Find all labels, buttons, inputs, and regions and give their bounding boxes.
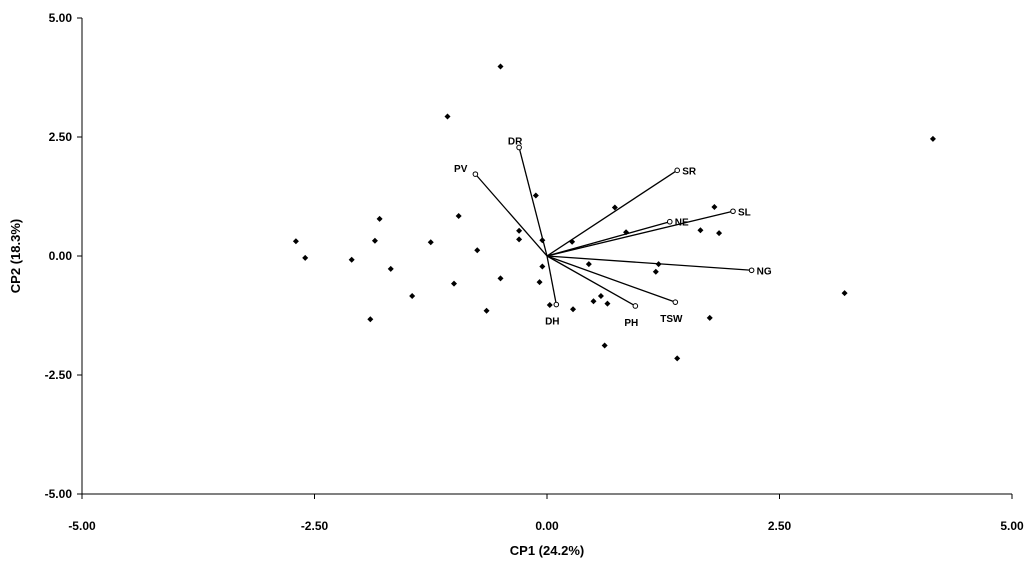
score-point — [652, 268, 659, 275]
x-tick-label: 0.00 — [535, 519, 559, 533]
score-point — [674, 355, 681, 362]
score-point — [536, 279, 543, 286]
vector-label-dh: DH — [545, 317, 559, 328]
vector-endpoint-sl — [730, 208, 736, 215]
vector-line-sl — [546, 210, 734, 257]
plot-area: 5.00 2.50 0.00 -2.50 -5.00 -5.00 -2.50 0.00 2.5… — [45, 11, 1024, 533]
score-point — [604, 300, 611, 307]
vector-line-pv — [474, 173, 548, 257]
vector-line-ng — [546, 255, 752, 271]
score-point — [590, 298, 597, 305]
score-point — [539, 263, 546, 270]
vector-endpoint-dr — [516, 144, 522, 151]
vector-label-pv: PV — [454, 164, 468, 175]
vector-endpoint-ph — [632, 303, 639, 309]
score-point — [929, 135, 936, 142]
y-tick-label: 0.00 — [49, 249, 73, 263]
x-axis-title: CP1 (24.2%) — [510, 543, 584, 558]
score-point — [706, 314, 713, 321]
vector-label-sr: SR — [682, 166, 697, 177]
score-point — [516, 227, 523, 234]
score-point — [451, 280, 457, 287]
vector-label-tsw: TSW — [660, 314, 683, 325]
loading-vectors: DRPVSRNESLNGTSWPHDH — [454, 136, 772, 329]
vector-line-tsw — [546, 255, 676, 303]
vector-label-ng: NG — [757, 266, 772, 277]
score-point — [455, 213, 462, 220]
vector-endpoint-pv — [472, 171, 479, 177]
score-point — [601, 342, 608, 349]
score-point — [570, 306, 577, 313]
score-points — [292, 63, 936, 362]
score-point — [711, 203, 718, 210]
score-point — [532, 192, 539, 199]
score-point — [497, 275, 504, 282]
score-point — [474, 247, 481, 254]
score-point — [655, 261, 662, 268]
score-point — [623, 229, 630, 236]
x-tick-label: -5.00 — [68, 519, 96, 533]
vector-endpoint-ne — [666, 218, 673, 225]
score-point — [427, 239, 434, 246]
x-axis-ticks: -5.00 -2.50 0.00 2.50 5.00 — [68, 494, 1024, 533]
score-point — [409, 292, 416, 299]
score-point — [716, 230, 723, 237]
score-point — [376, 215, 383, 222]
score-point — [387, 265, 394, 272]
y-axis-title: CP2 (18.3%) — [8, 219, 23, 293]
y-axis-ticks: 5.00 2.50 0.00 -2.50 -5.00 — [45, 11, 82, 501]
x-tick-label: -2.50 — [301, 519, 329, 533]
score-point — [546, 302, 553, 309]
vector-line-sr — [546, 169, 678, 257]
score-point — [516, 236, 523, 243]
score-point — [483, 307, 490, 314]
score-point — [841, 290, 848, 297]
y-tick-label: 2.50 — [49, 130, 73, 144]
vector-endpoint-dh — [553, 301, 560, 308]
score-point — [348, 256, 355, 263]
vector-label-dr: DR — [508, 136, 523, 147]
score-point — [367, 316, 374, 323]
vector-label-sl: SL — [738, 207, 751, 218]
vector-line-ph — [546, 255, 636, 307]
score-point — [302, 254, 309, 261]
vector-label-ph: PH — [624, 318, 638, 329]
score-point — [697, 227, 704, 234]
score-point — [371, 237, 378, 244]
x-tick-label: 2.50 — [768, 519, 792, 533]
score-point — [585, 261, 592, 268]
vector-endpoint-sr — [674, 167, 681, 174]
score-point — [569, 238, 576, 245]
vector-line-dh — [546, 255, 557, 305]
score-point — [539, 237, 546, 244]
vector-endpoint-ng — [748, 267, 755, 274]
score-point — [611, 204, 618, 211]
x-tick-label: 5.00 — [1000, 519, 1024, 533]
y-tick-label: -5.00 — [45, 487, 73, 501]
vector-line-ne — [546, 221, 670, 257]
score-point — [497, 63, 504, 70]
vector-endpoint-tsw — [672, 299, 679, 305]
y-tick-label: 5.00 — [49, 11, 73, 25]
score-point — [292, 238, 299, 245]
score-point — [597, 292, 604, 299]
score-point — [444, 113, 451, 120]
y-tick-label: -2.50 — [45, 368, 73, 382]
